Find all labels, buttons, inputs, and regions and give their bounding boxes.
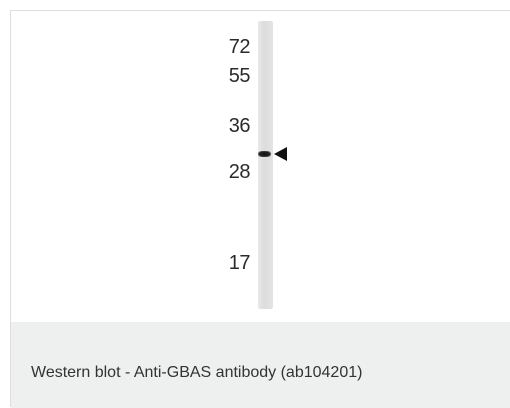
western-blot-image: 72 55 36 28 17 [11,11,510,321]
blot-lane [258,21,273,309]
protein-band [258,151,271,157]
marker-28: 28 [228,161,251,183]
marker-36: 36 [228,115,251,137]
figure-card: 72 55 36 28 17 Western blot - Anti-GBAS … [10,10,510,408]
marker-17: 17 [228,252,251,274]
marker-72: 72 [228,36,251,58]
figure-caption: Western blot - Anti-GBAS antibody (ab104… [31,364,363,381]
marker-55: 55 [228,65,251,87]
band-arrow-icon [274,147,287,161]
caption-panel: Western blot - Anti-GBAS antibody (ab104… [11,322,510,408]
